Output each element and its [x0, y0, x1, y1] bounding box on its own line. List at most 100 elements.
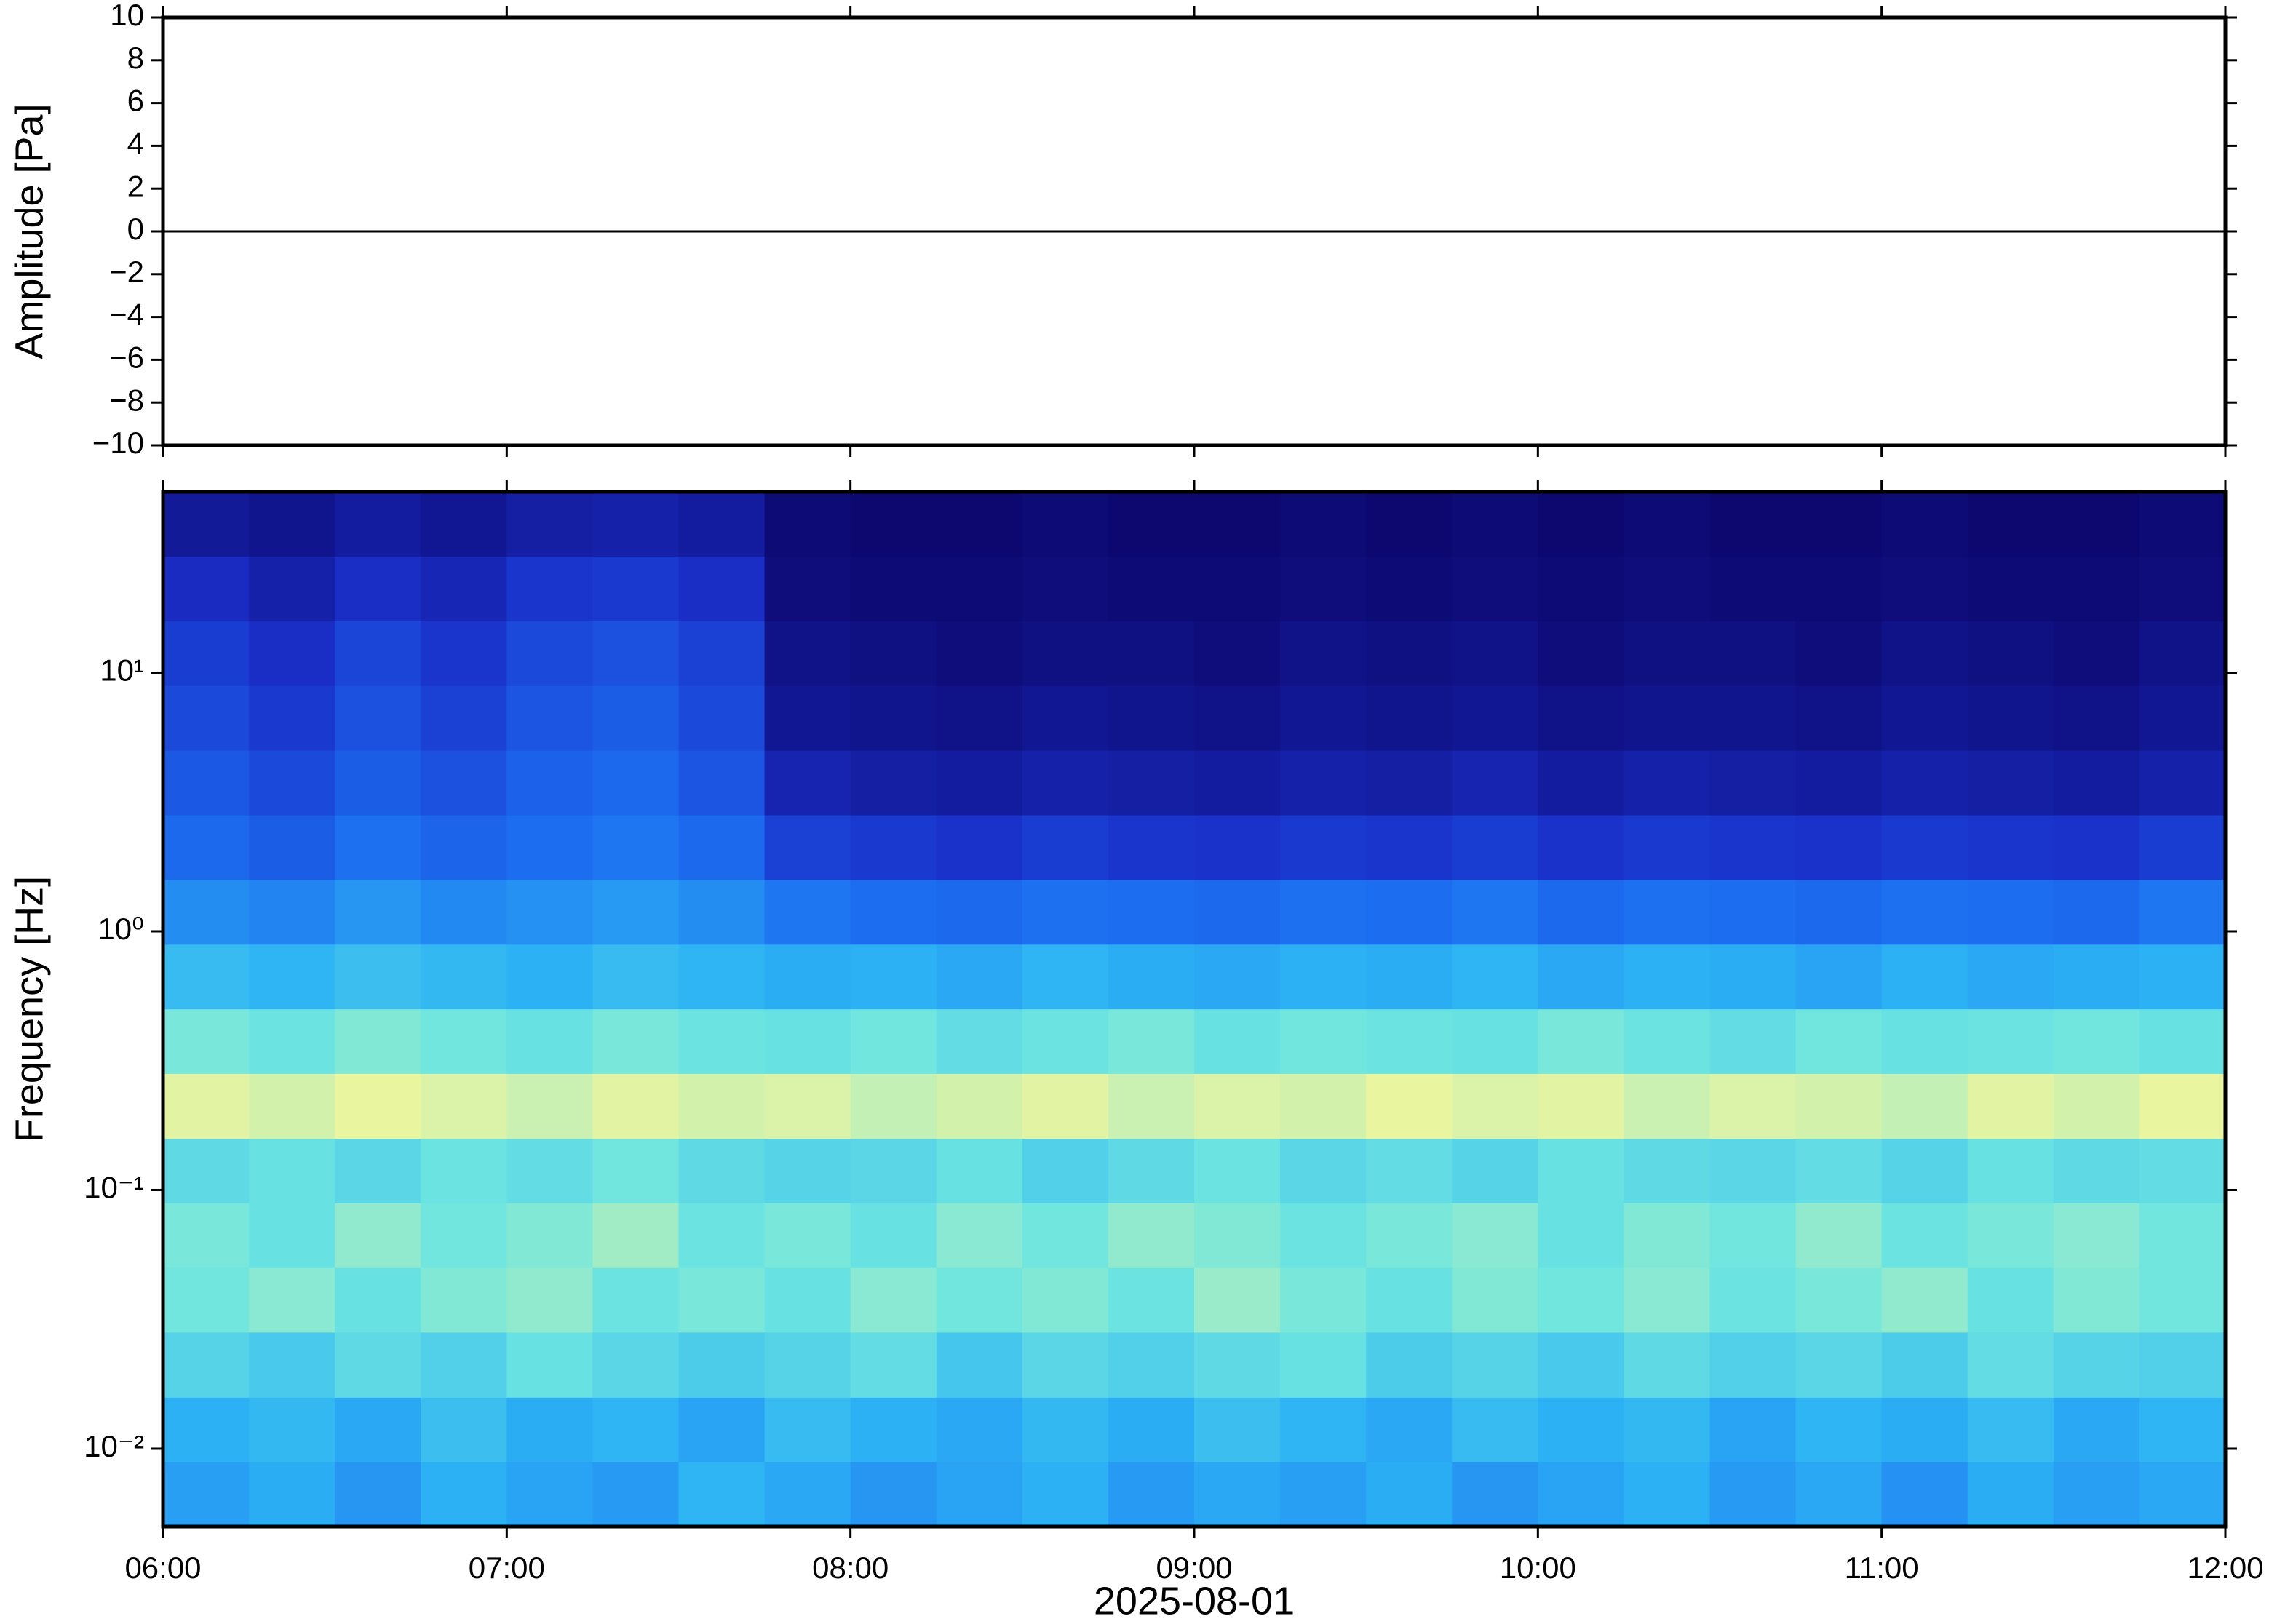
y-tick-label: 4: [127, 126, 144, 160]
heatmap-cell: [1022, 685, 1109, 751]
heatmap-cell: [764, 1008, 851, 1074]
heatmap-cell: [2053, 750, 2140, 816]
heatmap-cell: [1538, 944, 1624, 1010]
heatmap-cell: [1881, 750, 1968, 816]
heatmap-cell: [335, 1138, 421, 1203]
x-tick-label: 09:00: [1156, 1551, 1232, 1585]
heatmap-cell: [764, 492, 851, 557]
heatmap-cell: [936, 944, 1023, 1010]
heatmap-cell: [421, 621, 507, 686]
heatmap-cell: [1624, 750, 1710, 816]
heatmap-cell: [163, 1267, 250, 1333]
heatmap-cell: [1452, 1203, 1538, 1268]
heatmap-cell: [850, 1138, 937, 1203]
y-tick-label: −4: [109, 298, 144, 332]
heatmap-cell: [1881, 1397, 1968, 1462]
heatmap-cell: [1452, 1397, 1538, 1462]
heatmap-cell: [592, 1138, 679, 1203]
heatmap-cell: [1194, 621, 1281, 686]
heatmap-cell: [1452, 492, 1538, 557]
heatmap-cell: [2139, 685, 2225, 751]
heatmap-cell: [1967, 750, 2054, 816]
heatmap-cell: [1795, 1267, 1883, 1333]
heatmap-cell: [1108, 815, 1195, 880]
heatmap-cell: [1280, 1008, 1367, 1074]
heatmap-cell: [678, 879, 766, 945]
heatmap-cell: [850, 944, 937, 1010]
heatmap-cell: [2053, 1138, 2140, 1203]
heatmap-cell: [1108, 1203, 1195, 1268]
heatmap-cell: [335, 1008, 421, 1074]
heatmap-cell: [249, 1008, 335, 1074]
heatmap-cell: [936, 750, 1023, 816]
heatmap-cell: [1624, 1332, 1710, 1398]
heatmap-cell: [1709, 621, 1797, 686]
heatmap-cell: [2139, 1138, 2225, 1203]
heatmap-cell: [1538, 1461, 1624, 1527]
heatmap-cell: [1194, 750, 1281, 816]
heatmap-cell: [2053, 815, 2140, 880]
heatmap-cell: [2139, 492, 2225, 557]
heatmap-cell: [678, 750, 766, 816]
y-tick-label: 10⁻¹: [84, 1171, 144, 1205]
heatmap-cell: [850, 1397, 937, 1462]
heatmap-cell: [1538, 556, 1624, 621]
heatmap-cell: [335, 1203, 421, 1268]
heatmap-cell: [1108, 1461, 1195, 1527]
heatmap-cell: [249, 556, 335, 621]
heatmap-cell: [1022, 815, 1109, 880]
heatmap-cell: [1624, 492, 1710, 557]
heatmap-cell: [592, 1461, 679, 1527]
heatmap-cell: [678, 944, 766, 1010]
heatmap-cell: [1624, 815, 1710, 880]
heatmap-cell: [1280, 1267, 1367, 1333]
heatmap-cell: [592, 1073, 679, 1139]
heatmap-cell: [1967, 1461, 2054, 1527]
heatmap-cell: [1108, 879, 1195, 945]
heatmap-cell: [163, 1461, 250, 1527]
heatmap-cell: [1366, 815, 1453, 880]
heatmap-cell: [421, 1267, 507, 1333]
heatmap-cell: [592, 944, 679, 1010]
x-tick-label: 10:00: [1500, 1551, 1576, 1585]
heatmap-cell: [1452, 815, 1538, 880]
heatmap-cell: [1108, 1138, 1195, 1203]
heatmap-cell: [1795, 492, 1883, 557]
heatmap-cell: [421, 685, 507, 751]
heatmap-cell: [1022, 492, 1109, 557]
heatmap-cell: [1881, 556, 1968, 621]
heatmap-cell: [335, 815, 421, 880]
heatmap-cell: [850, 1203, 937, 1268]
heatmap-cell: [1881, 815, 1968, 880]
heatmap-cell: [421, 492, 507, 557]
heatmap-cell: [1881, 1073, 1968, 1139]
heatmap-cell: [936, 621, 1023, 686]
heatmap-cell: [1194, 1203, 1281, 1268]
heatmap-cell: [1366, 1138, 1453, 1203]
heatmap-cell: [1108, 556, 1195, 621]
heatmap-cell: [936, 1008, 1023, 1074]
heatmap-cell: [1022, 750, 1109, 816]
heatmap-cell: [678, 1203, 766, 1268]
heatmap-cell: [2053, 556, 2140, 621]
heatmap-cell: [850, 556, 937, 621]
heatmap-cell: [506, 944, 593, 1010]
heatmap-cell: [1967, 1332, 2054, 1398]
heatmap-cell: [1967, 1397, 2054, 1462]
heatmap-cell: [1795, 685, 1883, 751]
heatmap-cell: [850, 621, 937, 686]
heatmap-cell: [506, 879, 593, 945]
heatmap-cell: [592, 685, 679, 751]
heatmap-cell: [678, 1461, 766, 1527]
heatmap-cell: [249, 492, 335, 557]
heatmap-cell: [1967, 1073, 2054, 1139]
heatmap-cell: [335, 750, 421, 816]
heatmap-cell: [1538, 879, 1624, 945]
heatmap-cell: [335, 1073, 421, 1139]
heatmap-cell: [335, 556, 421, 621]
heatmap-cell: [2053, 1267, 2140, 1333]
heatmap-cell: [249, 750, 335, 816]
heatmap-cell: [1709, 1461, 1797, 1527]
heatmap-cell: [592, 1203, 679, 1268]
